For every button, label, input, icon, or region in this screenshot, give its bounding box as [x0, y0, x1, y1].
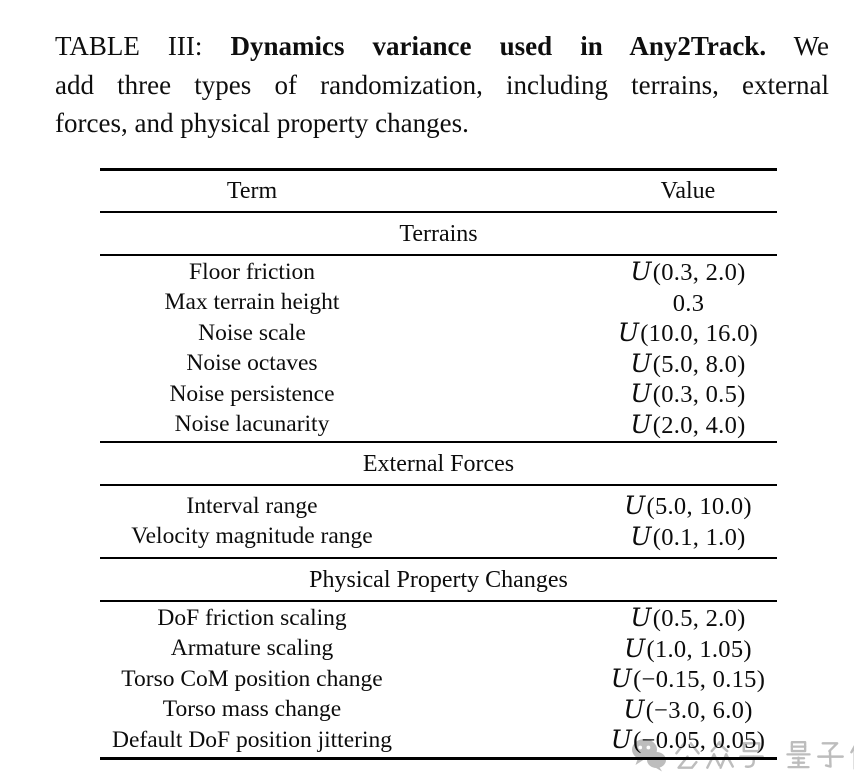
caption-line-3: forces, and physical property changes. [55, 108, 469, 138]
value-cell: U(0.3, 0.5) [599, 379, 777, 409]
table-row: Noise persistence U(0.3, 0.5) [100, 379, 777, 410]
uniform-dist-symbol: U [630, 603, 652, 633]
uniform-dist-symbol: U [630, 521, 652, 551]
section-title-external-forces: External Forces [100, 443, 777, 486]
table-row: Noise octaves U(5.0, 8.0) [100, 349, 777, 380]
uniform-dist-symbol: U [610, 664, 633, 694]
uniform-dist-symbol: U [623, 694, 645, 724]
column-header-term: Term [226, 177, 278, 204]
table-row: Armature scaling U(1.0, 1.05) [100, 634, 777, 665]
table-row: Noise scale U(10.0, 16.0) [100, 318, 777, 349]
uniform-dist-symbol: U [617, 318, 640, 348]
cjk-char-liang [786, 740, 811, 768]
value-cell: U(−3.0, 6.0) [599, 695, 777, 725]
section-physical-property-changes: Physical Property Changes DoF friction s… [100, 559, 777, 757]
uniform-dist-symbol: U [624, 633, 646, 663]
table-row: Default DoF position jittering U(−0.05, … [100, 725, 777, 756]
cjk-char-gong [675, 741, 700, 769]
watermark [631, 737, 854, 773]
dist-args: (0.1, 1.0) [652, 523, 746, 551]
watermark-brand-label [783, 740, 854, 771]
term-cell: Noise octaves [186, 350, 318, 377]
value-cell: U(0.3, 2.0) [599, 257, 777, 287]
cjk-char-zi [817, 741, 844, 768]
section-terrains: Terrains Floor friction U(0.3, 2.0) Max … [100, 213, 777, 443]
section-external-forces: External Forces Interval range U(5.0, 10… [100, 443, 777, 559]
term-cell: Max terrain height [164, 289, 340, 316]
table-row: Max terrain height 0.3 [100, 288, 777, 319]
dist-args: (0.3, 0.5) [652, 381, 746, 409]
term-cell: Floor friction [189, 258, 315, 285]
uniform-dist-symbol: U [624, 491, 646, 521]
watermark-account-label [672, 740, 768, 771]
dist-args: (5.0, 10.0) [646, 493, 752, 521]
dist-args: (2.0, 4.0) [652, 411, 746, 439]
caption-line-2: add three types of randomization, includ… [55, 69, 829, 100]
table-caption: TABLE III: Dynamics variance used in Any… [55, 27, 829, 143]
value-cell: U(5.0, 10.0) [599, 491, 777, 521]
uniform-dist-symbol: U [630, 379, 652, 409]
dist-args: (5.0, 8.0) [652, 350, 746, 378]
uniform-dist-symbol: U [630, 257, 652, 287]
dist-args: (−3.0, 6.0) [645, 696, 753, 724]
caption-line1-tail: We [766, 31, 829, 61]
caption-title-bold: Dynamics variance used in Any2Track. [230, 31, 767, 61]
caption-table-number: TABLE III: [55, 31, 231, 61]
dist-args: (0.5, 2.0) [652, 605, 746, 633]
table-row: DoF friction scaling U(0.5, 2.0) [100, 603, 777, 634]
table-row: Floor friction U(0.3, 2.0) [100, 257, 777, 288]
table-row: Torso mass change U(−3.0, 6.0) [100, 695, 777, 726]
term-cell: Noise lacunarity [174, 411, 330, 438]
table-row: Velocity magnitude range U(0.1, 1.0) [100, 522, 777, 553]
value-cell: U(10.0, 16.0) [599, 318, 777, 348]
term-cell: DoF friction scaling [157, 604, 347, 631]
value-cell: U(−0.05, 0.05) [599, 725, 777, 755]
term-cell: Armature scaling [170, 635, 334, 662]
dist-args: (10.0, 16.0) [640, 320, 759, 348]
value-cell: U(1.0, 1.05) [599, 634, 777, 664]
dist-args: (−0.05, 0.05) [633, 727, 766, 755]
term-cell: Torso mass change [162, 696, 342, 723]
term-cell: Velocity magnitude range [131, 523, 373, 550]
dist-args: (1.0, 1.05) [646, 635, 752, 663]
term-cell: Default DoF position jittering [111, 726, 392, 753]
table-row: Noise lacunarity U(2.0, 4.0) [100, 410, 777, 441]
term-cell: Interval range [186, 492, 318, 519]
section-title-terrains: Terrains [100, 213, 777, 256]
value-cell: U(2.0, 4.0) [599, 410, 777, 440]
dist-args: (−0.15, 0.15) [633, 666, 766, 694]
column-header-value: Value [660, 177, 716, 204]
uniform-dist-symbol: U [610, 725, 633, 755]
dynamics-variance-table: Term Value Terrains Floor friction U(0.3… [100, 168, 777, 760]
dist-args: (0.3, 2.0) [652, 259, 746, 287]
value-cell: U(0.5, 2.0) [599, 603, 777, 633]
section-title-physical-property-changes: Physical Property Changes [100, 559, 777, 602]
dist-args: 0.3 [672, 289, 705, 317]
table-row: Torso CoM position change U(−0.15, 0.15) [100, 664, 777, 695]
table-header-row: Term Value [100, 171, 777, 213]
table-row: Interval range U(5.0, 10.0) [100, 491, 777, 522]
uniform-dist-symbol: U [630, 409, 652, 439]
term-cell: Noise persistence [169, 380, 335, 407]
value-cell: U(−0.15, 0.15) [599, 664, 777, 694]
uniform-dist-symbol: U [630, 348, 652, 378]
value-cell: U(5.0, 8.0) [599, 349, 777, 379]
value-cell: U(0.1, 1.0) [599, 522, 777, 552]
cjk-char-wei [850, 744, 854, 770]
cjk-char-hao [739, 741, 764, 768]
caption-line-1: TABLE III: Dynamics variance used in Any… [55, 27, 829, 66]
term-cell: Noise scale [198, 319, 306, 346]
value-cell: 0.3 [599, 288, 777, 318]
term-cell: Torso CoM position change [121, 665, 383, 692]
